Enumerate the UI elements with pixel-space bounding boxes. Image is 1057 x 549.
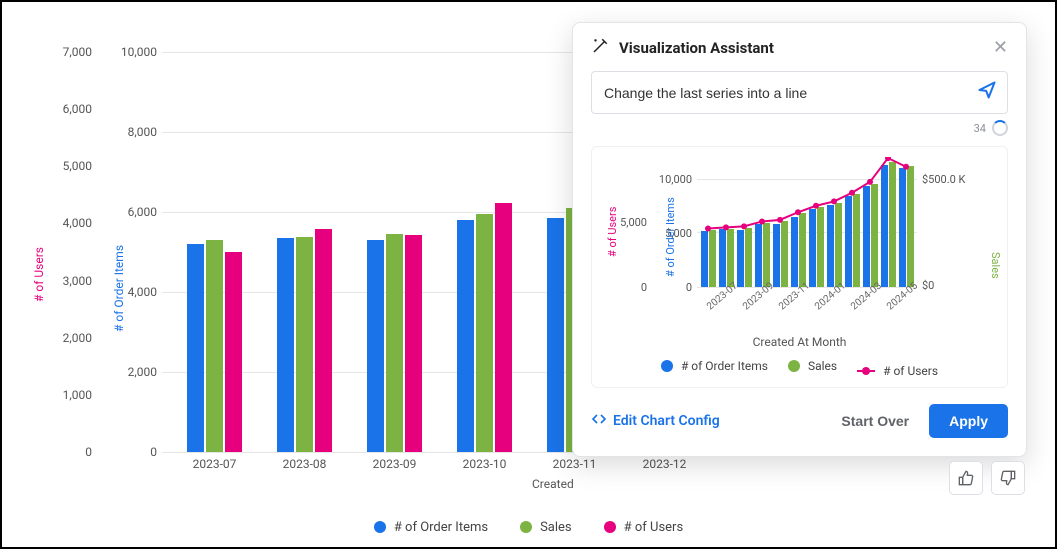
visualization-assistant-panel: Visualization Assistant ✕ 34 # of Users … [572,22,1027,457]
panel-header: Visualization Assistant ✕ [591,37,1008,59]
prompt-meta: 34 [591,120,1008,136]
preview-y-orderitems-ticks: 05,00010,000 [650,157,692,287]
apply-button[interactable]: Apply [929,404,1008,438]
y-axis-orderitems-ticks: 02,0004,0006,0008,00010,000 [112,52,157,452]
edit-chart-config-label: Edit Chart Config [613,413,720,429]
x-axis-title-partial: Created [532,477,574,491]
counter-text: 34 [974,122,986,135]
panel-actions: Edit Chart Config Start Over Apply [591,404,1008,438]
send-icon[interactable] [977,80,997,105]
preview-y-sales-ticks: $0$500.0 K [922,157,982,287]
preview-y-sales-label: Sales [989,252,1002,279]
thumbs-down-button[interactable] [991,461,1025,495]
edit-chart-config-button[interactable]: Edit Chart Config [591,411,720,431]
code-icon [591,411,607,431]
app-frame: # of Users 01,0002,0003,0004,0005,0006,0… [0,0,1057,549]
preview-x-title: Created At Month [592,335,1007,349]
loading-spinner-icon [992,120,1008,136]
magic-wand-icon [591,37,609,59]
preview-chart: # of Users # of Order Items Sales 05,000… [591,146,1008,388]
thumbs-up-button[interactable] [949,461,983,495]
panel-title: Visualization Assistant [619,39,774,57]
prompt-input[interactable] [602,84,967,102]
start-over-button[interactable]: Start Over [835,412,915,430]
feedback-controls [949,461,1025,495]
prompt-row [591,71,1008,114]
close-icon[interactable]: ✕ [993,39,1008,57]
y-axis-users-ticks: 01,0002,0003,0004,0005,0006,0007,000 [42,52,92,452]
preview-y-users-ticks: 05,000 [612,157,647,287]
main-legend: # of Order ItemsSales# of Users [2,520,1055,538]
preview-legend: # of Order ItemsSales# of Users [592,359,1007,378]
preview-plot-area [697,157,917,287]
